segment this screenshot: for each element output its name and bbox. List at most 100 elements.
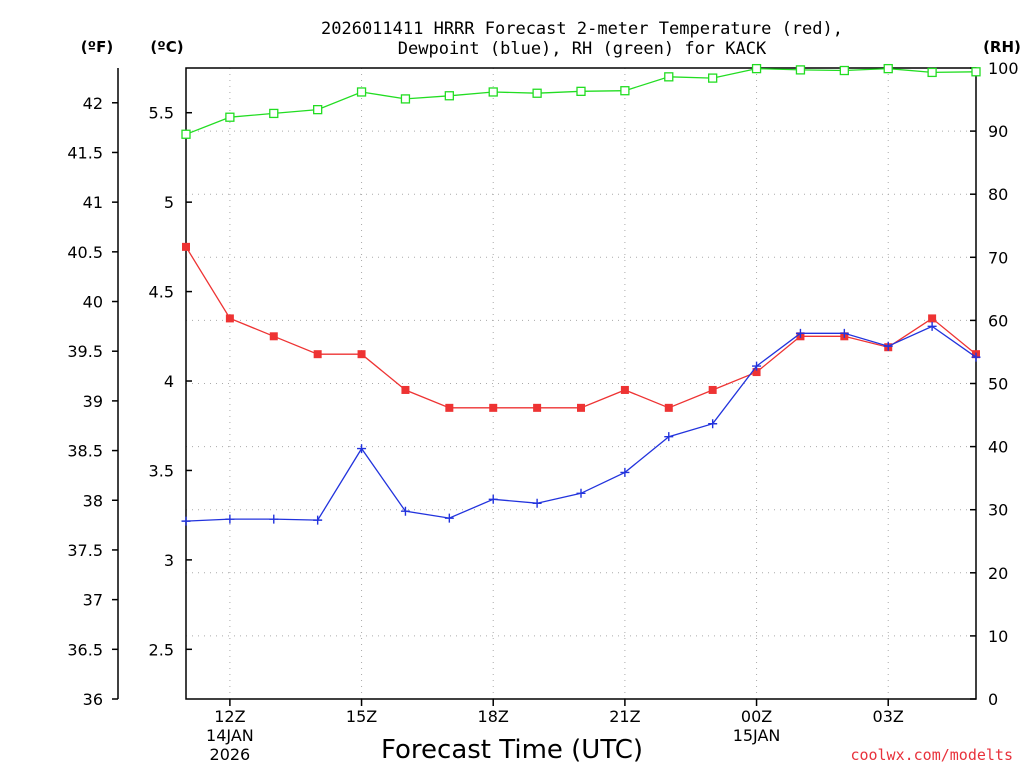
- temperature-point: [489, 403, 498, 412]
- rh-point: [444, 91, 454, 101]
- x-axis-tick-label: 15JAN: [733, 726, 781, 745]
- left-axis-tick-label: 41: [83, 193, 103, 212]
- rh-point: [795, 65, 806, 75]
- temperature-point: [533, 403, 542, 412]
- left-axis-tick-label: 37: [83, 591, 103, 610]
- rh-point: [708, 73, 718, 83]
- dewpoint-point: [400, 506, 410, 516]
- rh-point: [751, 63, 762, 74]
- left-axis-tick-label: 38: [83, 491, 103, 510]
- dewpoint-point: [971, 352, 981, 362]
- temperature-line: [185, 246, 977, 409]
- right-axis-unit-label: (RH): [983, 38, 1021, 56]
- dewpoint-point: [752, 361, 762, 371]
- x-axis-label: Forecast Time (UTC): [381, 735, 643, 765]
- middle-axis-tick-label: 3: [164, 551, 174, 570]
- dewpoint-point: [576, 488, 586, 498]
- dewpoint-point: [883, 341, 893, 351]
- middle-axis-tick-label: 2.5: [149, 640, 174, 659]
- rh-point: [356, 87, 367, 97]
- rh-point: [576, 86, 586, 96]
- temperature-point: [313, 350, 322, 359]
- series-dewpoint: [181, 321, 981, 526]
- x-axis-tick-label: 03Z: [873, 707, 904, 726]
- dewpoint-point: [620, 467, 630, 477]
- left-axis-unit-label: (ºF): [81, 38, 113, 56]
- rh-point: [971, 67, 981, 77]
- right-axis-tick-label: 0: [988, 690, 998, 709]
- dewpoint-point: [708, 419, 718, 429]
- left-axis-tick-label: 40.5: [67, 243, 103, 262]
- temperature-point: [577, 403, 585, 412]
- x-axis-tick-label: 14JAN: [206, 726, 254, 745]
- rh-point: [400, 94, 411, 104]
- dewpoint-point: [357, 444, 367, 454]
- rh-point: [839, 65, 849, 76]
- temperature-point: [401, 385, 410, 394]
- right-axis-tick-label: 50: [988, 375, 1008, 394]
- chart-title-line-2: Dewpoint (blue), RH (green) for KACK: [398, 39, 767, 59]
- x-axis-tick-label: 18Z: [478, 707, 509, 726]
- gridlines: [186, 68, 976, 699]
- left-axis-tick-label: 36: [83, 690, 103, 709]
- dewpoint-point: [839, 328, 849, 338]
- middle-axis-tick-label: 3.5: [149, 461, 174, 480]
- middle-axis-unit-label: (ºC): [150, 38, 183, 56]
- rh-point: [883, 63, 893, 74]
- temperature-point: [620, 385, 629, 394]
- right-axis-tick-label: 30: [988, 501, 1008, 520]
- data-series: [181, 63, 981, 526]
- left-axis-tick-label: 42: [83, 94, 103, 113]
- rh-point: [620, 86, 630, 96]
- chart-title-line-1: 2026011411 HRRR Forecast 2-meter Tempera…: [321, 19, 843, 39]
- dewpoint-point: [225, 514, 235, 524]
- left-axis-tick-label: 37.5: [67, 541, 103, 560]
- middle-axis-tick-label: 4: [164, 372, 174, 391]
- left-axis-tick-label: 38.5: [67, 442, 103, 461]
- rh-point: [269, 108, 279, 119]
- x-axis-tick-label: 15Z: [346, 707, 377, 726]
- dewpoint-point: [488, 494, 498, 504]
- temperature-point: [708, 385, 717, 394]
- x-axis-tick-label: 00Z: [741, 707, 772, 726]
- right-axis-tick-label: 80: [988, 185, 1008, 204]
- x-axis-tick-label: 12Z: [214, 707, 245, 726]
- dewpoint-point: [269, 514, 279, 524]
- dewpoint-point: [927, 321, 937, 331]
- dewpoint-point: [313, 515, 323, 525]
- dewpoint-point: [664, 432, 674, 442]
- left-axis-tick-label: 40: [83, 293, 103, 312]
- right-axis-tick-label: 10: [988, 627, 1008, 646]
- dewpoint-point: [795, 328, 805, 338]
- temperature-point: [445, 403, 454, 412]
- axes: 3636.53737.53838.53939.54040.54141.5422.…: [67, 59, 1018, 709]
- rh-point: [927, 67, 937, 78]
- temperature-point: [225, 314, 234, 323]
- temperature-point: [269, 332, 278, 341]
- left-axis-tick-label: 36.5: [67, 640, 103, 659]
- x-axis-tick-label: 2026: [210, 745, 251, 764]
- middle-axis-tick-label: 4.5: [149, 283, 174, 302]
- middle-axis-tick-label: 5.5: [149, 104, 174, 123]
- right-axis-tick-label: 100: [988, 59, 1019, 78]
- right-axis-tick-label: 40: [988, 438, 1008, 457]
- chart-title: 2026011411 HRRR Forecast 2-meter Tempera…: [321, 19, 843, 59]
- right-axis-tick-label: 60: [988, 311, 1008, 330]
- right-axis-tick-label: 20: [988, 564, 1008, 583]
- temperature-point: [357, 350, 366, 359]
- rh-point: [313, 104, 323, 115]
- dewpoint-point: [181, 516, 191, 526]
- rh-line: [185, 67, 977, 135]
- left-axis-tick-label: 39: [83, 392, 103, 411]
- rh-point: [225, 112, 235, 122]
- temperature-point: [664, 403, 673, 412]
- x-axis-tick-label: 21Z: [609, 707, 640, 726]
- series-temperature: [182, 242, 980, 412]
- right-axis-tick-label: 90: [988, 122, 1008, 141]
- plot-frame: [185, 67, 977, 700]
- source-credit: coolwx.com/modelts: [850, 746, 1013, 764]
- temperature-point: [752, 368, 761, 377]
- temperature-point: [928, 314, 937, 323]
